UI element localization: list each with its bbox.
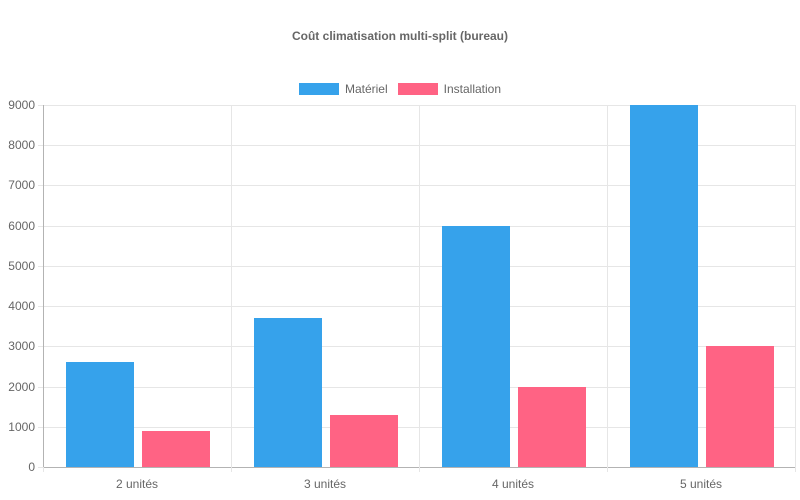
bar-materiel-3-unites[interactable] (254, 318, 322, 467)
y-tick-label-3000: 3000 (8, 339, 35, 353)
legend-label-installation: Installation (443, 82, 502, 96)
x-tick-mark-2 (419, 467, 420, 472)
legend-color-box-materiel (298, 83, 339, 95)
y-tick-mark-9000 (38, 105, 43, 106)
y-tick-mark-4000 (38, 306, 43, 307)
legend-item-materiel[interactable]: Matériel (298, 82, 388, 96)
chart-legend: Matériel Installation (0, 83, 800, 95)
bar-materiel-4-unites[interactable] (442, 226, 510, 467)
y-tick-mark-7000 (38, 185, 43, 186)
y-tick-label-8000: 8000 (8, 138, 35, 152)
x-tick-mark-4 (795, 467, 796, 472)
y-tick-label-7000: 7000 (8, 178, 35, 192)
y-tick-mark-0 (38, 467, 43, 468)
y-tick-mark-3000 (38, 346, 43, 347)
x-tick-label-2-unites: 2 unités (115, 477, 159, 491)
y-tick-label-2000: 2000 (8, 380, 35, 394)
bar-materiel-5-unites[interactable] (630, 105, 698, 467)
y-tick-mark-5000 (38, 266, 43, 267)
bar-materiel-2-unites[interactable] (66, 362, 134, 467)
x-tick-mark-3 (607, 467, 608, 472)
y-tick-mark-8000 (38, 145, 43, 146)
legend-color-box-installation (397, 83, 438, 95)
y-tick-label-6000: 6000 (8, 219, 35, 233)
x-tick-label-4-unites: 4 unités (491, 477, 535, 491)
gridline-x-3 (607, 105, 608, 467)
legend-label-materiel: Matériel (344, 82, 388, 96)
x-tick-label-3-unites: 3 unités (303, 477, 347, 491)
chart-title: Coût climatisation multi-split (bureau) (291, 29, 508, 43)
y-tick-label-9000: 9000 (8, 98, 35, 112)
gridline-x-1 (231, 105, 232, 467)
y-axis-line (43, 105, 44, 467)
plot-area (43, 105, 796, 468)
y-tick-mark-6000 (38, 226, 43, 227)
y-tick-label-1000: 1000 (8, 420, 35, 434)
bar-installation-4-unites[interactable] (518, 387, 586, 467)
x-tick-label-5-unites: 5 unités (679, 477, 723, 491)
y-tick-label-5000: 5000 (8, 259, 35, 273)
bar-installation-2-unites[interactable] (142, 431, 210, 467)
x-tick-mark-0 (43, 467, 44, 472)
bar-installation-5-unites[interactable] (706, 346, 774, 467)
y-tick-label-0: 0 (28, 460, 35, 474)
gridline-x-2 (419, 105, 420, 467)
x-tick-mark-1 (231, 467, 232, 472)
y-tick-label-4000: 4000 (8, 299, 35, 313)
y-tick-mark-2000 (38, 387, 43, 388)
y-tick-mark-1000 (38, 427, 43, 428)
legend-item-installation[interactable]: Installation (397, 82, 502, 96)
gridline-x-4 (795, 105, 796, 467)
bar-installation-3-unites[interactable] (330, 415, 398, 467)
